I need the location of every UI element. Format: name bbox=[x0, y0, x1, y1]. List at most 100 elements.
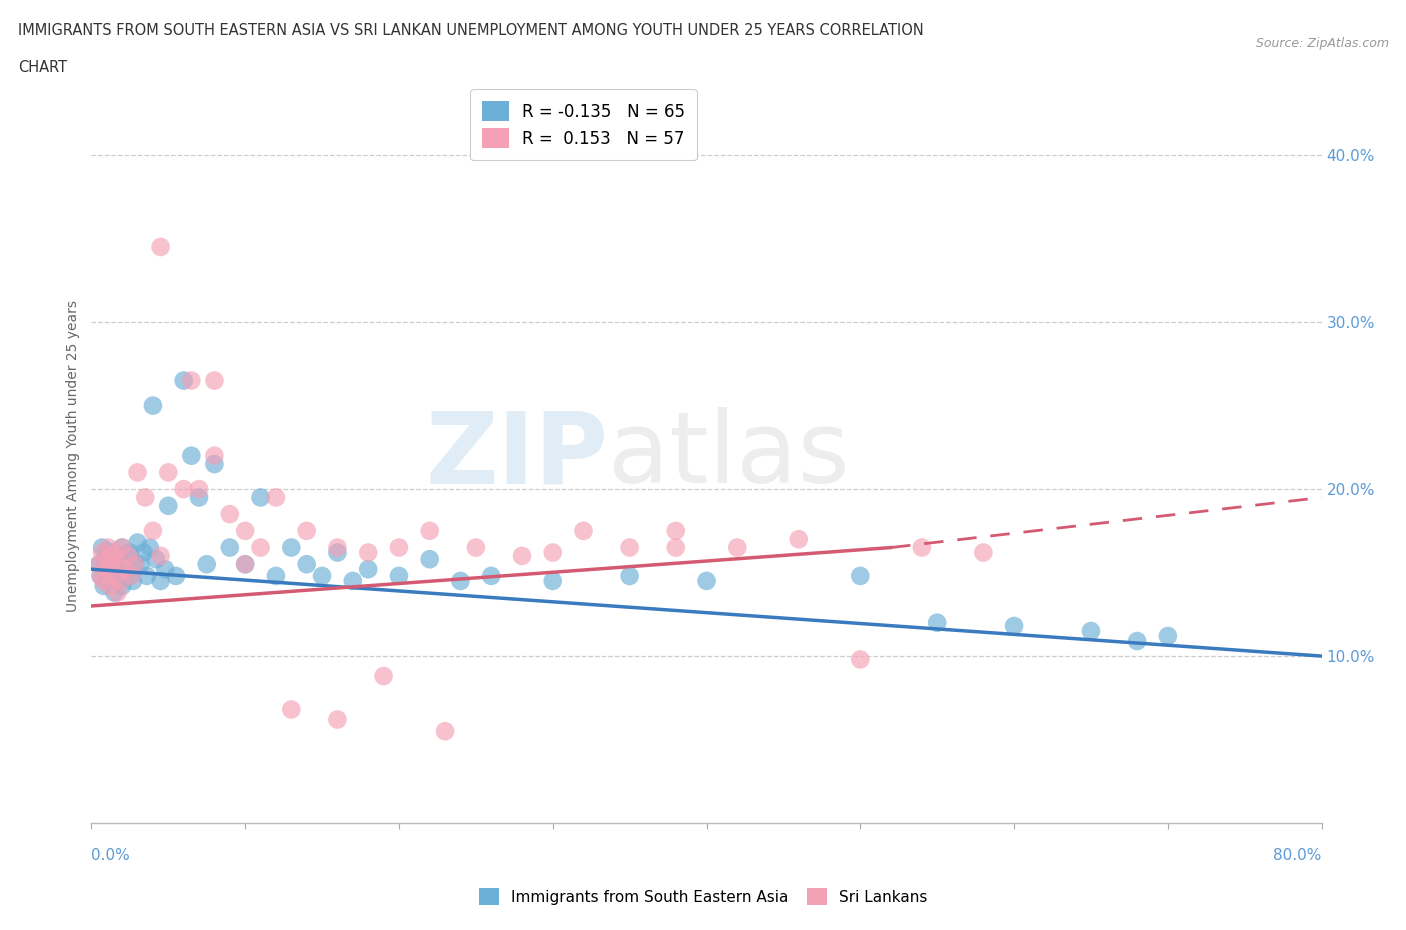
Point bbox=[165, 568, 187, 583]
Point bbox=[572, 524, 595, 538]
Point bbox=[787, 532, 810, 547]
Point bbox=[90, 568, 112, 583]
Point bbox=[120, 568, 142, 583]
Point bbox=[103, 568, 125, 583]
Point bbox=[108, 557, 131, 572]
Point bbox=[157, 498, 180, 513]
Point bbox=[110, 574, 132, 589]
Point bbox=[127, 465, 149, 480]
Point bbox=[388, 540, 411, 555]
Point bbox=[218, 507, 240, 522]
Point bbox=[479, 568, 502, 583]
Point bbox=[103, 585, 125, 600]
Text: CHART: CHART bbox=[18, 60, 67, 75]
Text: 0.0%: 0.0% bbox=[91, 848, 131, 863]
Point bbox=[124, 557, 146, 572]
Text: 80.0%: 80.0% bbox=[1274, 848, 1322, 863]
Point bbox=[280, 702, 302, 717]
Point bbox=[142, 398, 165, 413]
Point bbox=[264, 490, 287, 505]
Point bbox=[153, 562, 177, 577]
Point bbox=[107, 565, 129, 580]
Point bbox=[295, 524, 318, 538]
Point bbox=[127, 535, 149, 550]
Point bbox=[111, 540, 134, 555]
Point bbox=[115, 562, 138, 577]
Y-axis label: Unemployment Among Youth under 25 years: Unemployment Among Youth under 25 years bbox=[66, 299, 80, 612]
Point bbox=[311, 568, 333, 583]
Point bbox=[326, 712, 349, 727]
Point bbox=[134, 490, 156, 505]
Point bbox=[188, 482, 211, 497]
Point bbox=[180, 373, 202, 388]
Point bbox=[541, 545, 564, 560]
Point bbox=[665, 524, 688, 538]
Point bbox=[280, 540, 302, 555]
Point bbox=[180, 448, 202, 463]
Point bbox=[249, 490, 271, 505]
Point bbox=[107, 585, 129, 600]
Point bbox=[101, 568, 124, 583]
Point bbox=[114, 549, 136, 564]
Point bbox=[118, 568, 141, 583]
Text: ZIP: ZIP bbox=[425, 407, 607, 504]
Point bbox=[326, 545, 349, 560]
Point bbox=[157, 465, 180, 480]
Point bbox=[94, 551, 117, 566]
Point bbox=[105, 557, 127, 572]
Point bbox=[202, 373, 225, 388]
Point bbox=[135, 568, 157, 583]
Point bbox=[98, 578, 121, 593]
Point bbox=[1126, 633, 1149, 648]
Point bbox=[101, 549, 124, 564]
Point bbox=[90, 568, 112, 583]
Point bbox=[94, 551, 117, 566]
Text: Source: ZipAtlas.com: Source: ZipAtlas.com bbox=[1256, 37, 1389, 50]
Point bbox=[972, 545, 994, 560]
Point bbox=[195, 557, 218, 572]
Point bbox=[434, 724, 457, 738]
Point bbox=[114, 562, 136, 577]
Point bbox=[110, 551, 132, 566]
Point bbox=[112, 557, 135, 572]
Point bbox=[124, 557, 146, 572]
Point bbox=[87, 557, 110, 572]
Point bbox=[419, 524, 441, 538]
Point bbox=[233, 524, 256, 538]
Point bbox=[849, 568, 872, 583]
Point bbox=[188, 490, 211, 505]
Point bbox=[149, 574, 172, 589]
Point bbox=[541, 574, 564, 589]
Text: atlas: atlas bbox=[607, 407, 849, 504]
Point bbox=[103, 545, 125, 560]
Point bbox=[117, 549, 139, 564]
Point bbox=[449, 574, 471, 589]
Point bbox=[725, 540, 748, 555]
Point bbox=[93, 578, 115, 593]
Point bbox=[665, 540, 688, 555]
Point bbox=[100, 557, 122, 572]
Point bbox=[619, 540, 641, 555]
Point bbox=[1002, 618, 1025, 633]
Point bbox=[357, 545, 380, 560]
Point bbox=[98, 549, 121, 564]
Point bbox=[93, 574, 115, 589]
Legend: Immigrants from South Eastern Asia, Sri Lankans: Immigrants from South Eastern Asia, Sri … bbox=[472, 883, 934, 911]
Point bbox=[202, 448, 225, 463]
Point bbox=[87, 557, 110, 572]
Point bbox=[129, 557, 152, 572]
Point bbox=[105, 545, 127, 560]
Point bbox=[911, 540, 934, 555]
Point bbox=[388, 568, 411, 583]
Point bbox=[96, 543, 118, 558]
Point bbox=[122, 574, 145, 589]
Text: IMMIGRANTS FROM SOUTH EASTERN ASIA VS SRI LANKAN UNEMPLOYMENT AMONG YOUTH UNDER : IMMIGRANTS FROM SOUTH EASTERN ASIA VS SR… bbox=[18, 23, 924, 38]
Point bbox=[97, 540, 120, 555]
Point bbox=[108, 574, 131, 589]
Point bbox=[173, 482, 195, 497]
Point bbox=[96, 562, 118, 577]
Point bbox=[849, 652, 872, 667]
Point bbox=[326, 540, 349, 555]
Point bbox=[357, 562, 380, 577]
Point bbox=[696, 574, 718, 589]
